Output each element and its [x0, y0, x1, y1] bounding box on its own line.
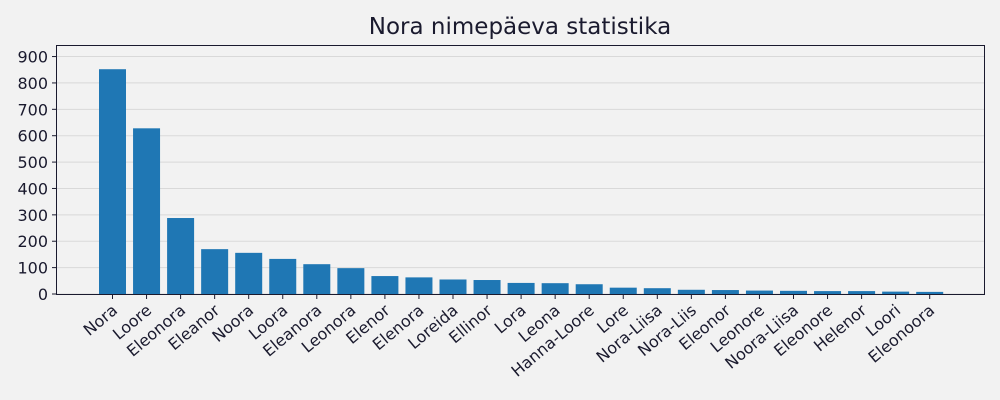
bar-leonore [745, 290, 773, 294]
bars [99, 69, 944, 295]
y-axis-ticks: 0 100 200 300 400 500 600 700 800 900 [17, 48, 57, 304]
bar-eleanora [303, 264, 331, 294]
y-tick-label: 300 [17, 206, 48, 225]
bar-elenor [371, 276, 399, 294]
x-axis-ticks: NoraLooreEleonoraEleanorNooraLooraEleano… [80, 294, 938, 381]
bar-leona [541, 283, 569, 294]
y-tick-label: 200 [17, 232, 48, 251]
bar-lore [609, 287, 637, 294]
y-tick-label: 100 [17, 259, 48, 278]
bar-loora [269, 258, 297, 294]
bar-nora-liis [677, 289, 705, 294]
bar-nora [99, 69, 126, 295]
bar-noora [235, 252, 263, 294]
y-tick-label: 700 [17, 100, 48, 119]
bar-leonora [337, 268, 365, 294]
y-tick-label: 600 [17, 127, 48, 146]
bar-nora-liisa [643, 288, 671, 294]
y-tick-label: 900 [17, 48, 48, 67]
chart-title: Nora nimepäeva statistika [369, 14, 671, 40]
bar-helenor [848, 291, 876, 294]
bar-elenora [405, 277, 433, 294]
bar-eleonor [711, 290, 739, 294]
bar-loori [882, 291, 910, 294]
bar-noora-liisa [780, 290, 807, 294]
y-tick-label: 500 [17, 153, 48, 172]
bar-eleanor [201, 249, 229, 294]
y-tick-label: 800 [17, 74, 48, 93]
bar-eleonoora [916, 291, 944, 294]
grid-lines [57, 56, 985, 295]
bar-loreida [439, 279, 467, 294]
bar-eleonora [167, 218, 195, 294]
plot-frame [56, 45, 985, 295]
bar-hanna-loore [575, 284, 603, 294]
bar-eleonore [814, 291, 842, 294]
bar-ellinor [473, 280, 501, 294]
bar-loore [133, 128, 161, 294]
y-tick-label: 400 [17, 179, 48, 198]
bar-lora [507, 282, 535, 294]
y-tick-label: 0 [38, 285, 48, 304]
